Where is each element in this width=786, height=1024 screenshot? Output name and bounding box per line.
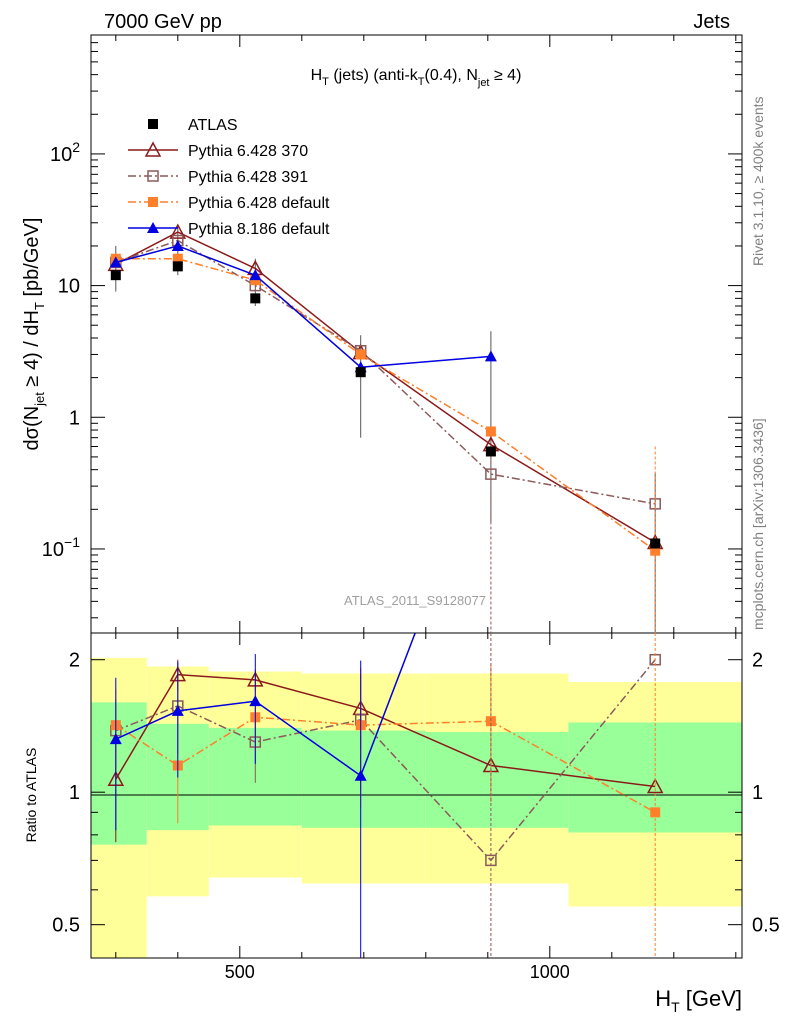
main-series <box>107 223 664 633</box>
legend-label-4: Pythia 8.186 default <box>188 221 330 238</box>
header-right: Jets <box>693 11 730 33</box>
x-axis-label: HT [GeV] <box>655 986 742 1015</box>
legend-marker-3 <box>148 197 158 207</box>
ratio-y-tick-label-right: 0.5 <box>752 915 780 937</box>
ratio-line-1 <box>115 659 656 862</box>
series-point-3 <box>484 350 497 362</box>
legend-label-0: ATLAS <box>188 117 238 134</box>
series-point-3 <box>249 269 262 281</box>
ratio-point-3 <box>249 695 262 707</box>
y-tick-label: 1 <box>69 407 80 429</box>
ratio-y-tick-label: 0.5 <box>52 915 80 937</box>
y-tick-label: 10 <box>58 276 80 298</box>
x-tick-label: 500 <box>225 962 255 982</box>
ratio-y-tick-label-right: 2 <box>752 650 763 672</box>
series-point-2 <box>650 545 661 556</box>
ratio-y-tick-label-right: 1 <box>752 782 763 804</box>
ratio-series <box>107 633 664 958</box>
series-point-2 <box>485 426 496 437</box>
series-point-0 <box>169 223 187 239</box>
ratio-point-0 <box>646 777 664 794</box>
atlas-point <box>650 538 661 549</box>
atlas-point <box>172 261 183 272</box>
ratio-line-2 <box>115 716 656 813</box>
analysis-tag: ATLAS_2011_S9128077 <box>344 593 486 608</box>
legend-label-3: Pythia 6.428 default <box>188 195 330 212</box>
legend-marker-4 <box>147 222 159 233</box>
y-tick-label: 102 <box>50 139 80 166</box>
series-point-3 <box>109 256 122 268</box>
mcplots-label: mcplots.cern.ch [arXiv:1306.3436] <box>750 418 766 630</box>
atlas-point <box>355 367 366 378</box>
legend-marker-0 <box>148 119 158 129</box>
legend-label-1: Pythia 6.428 370 <box>188 143 308 160</box>
ratio-y-axis-label: Ratio to ATLAS <box>23 748 39 843</box>
atlas-point <box>485 446 496 457</box>
legend-marker-1 <box>144 141 162 157</box>
chart-title: HT (jets) (anti-kT(0.4), Njet ≥ 4) <box>311 67 522 89</box>
series-point-3 <box>171 239 184 251</box>
series-line-0 <box>115 231 656 544</box>
legend-label-2: Pythia 6.428 391 <box>188 169 308 186</box>
y-axis-label: dσ(Njet ≥ 4) / dHT [pb/GeV] <box>21 218 47 451</box>
axis-ticks: 500 1000 102 10 1 10−1 2 2 1 1 0.5 0.5 <box>42 34 780 982</box>
ratio-point-2 <box>650 807 661 818</box>
ratio-y-tick-label: 1 <box>69 782 80 804</box>
ratio-uncertainty-bands <box>91 657 742 958</box>
y-tick-label: 10−1 <box>42 534 80 561</box>
header-left: 7000 GeV pp <box>104 11 222 33</box>
atlas-point <box>110 270 121 281</box>
ratio-line-0 <box>115 673 656 788</box>
ratio-y-tick-label: 2 <box>69 650 80 672</box>
rivet-version-label: Rivet 3.1.10, ≥ 400k events <box>750 96 766 266</box>
x-tick-label: 1000 <box>530 962 570 982</box>
ratio-point-2 <box>485 716 496 727</box>
series-point-2 <box>355 349 366 360</box>
series-line-2 <box>115 257 656 552</box>
series-point-2 <box>172 253 183 264</box>
legend-marker-2 <box>147 170 159 182</box>
ratio-point-3 <box>109 733 122 745</box>
legend: ATLAS Pythia 6.428 370 Pythia 6.428 391 Pyt… <box>128 117 330 238</box>
atlas-point <box>250 293 261 304</box>
ratio-point-3 <box>354 769 367 781</box>
ratio-point-3 <box>171 704 184 716</box>
series-line-1 <box>115 239 656 505</box>
